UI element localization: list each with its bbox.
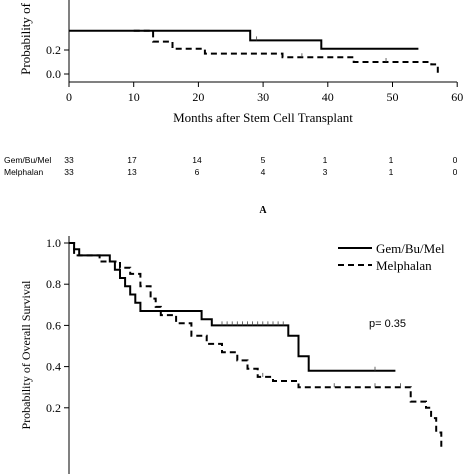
x-tick-label: 40	[322, 90, 334, 104]
panel-a-label: A	[259, 205, 267, 216]
x-tick-label: 30	[257, 90, 269, 104]
risk-value: 1	[389, 155, 394, 165]
series-line-gem-bu-mel	[69, 242, 396, 372]
x-tick-label: 60	[451, 90, 463, 104]
y-tick-label: 0.2	[46, 43, 61, 57]
risk-value: 14	[192, 155, 202, 165]
panel-b: Probability of Overall Survival 0.2 0.4 0.…	[19, 236, 445, 474]
risk-value: 33	[64, 167, 74, 177]
risk-value: 33	[64, 155, 74, 165]
panel-b-ylabel: Probability of Overall Survival	[19, 280, 33, 430]
risk-value: 6	[195, 167, 200, 177]
risk-row-label: Melphalan	[4, 167, 43, 177]
legend-label: Melphalan	[376, 258, 432, 273]
risk-value: 1	[323, 155, 328, 165]
panel-a: Probability of 0.00.2 0 10 20 30 40 50 60 Mont…	[4, 0, 463, 216]
y-tick-label: 0.0	[46, 67, 61, 81]
risk-value: 5	[261, 155, 266, 165]
series-line-melphalan	[69, 242, 443, 449]
y-tick-label: 0.2	[46, 401, 61, 415]
panel-b-legend: Gem/Bu/Mel Melphalan	[338, 241, 445, 273]
p-value-annotation: p= 0.35	[369, 318, 406, 330]
panel-a-ylabel: Probability of	[18, 2, 33, 75]
risk-value: 0	[453, 155, 458, 165]
risk-row-label: Gem/Bu/Mel	[4, 155, 51, 165]
y-tick-label: 0.4	[46, 360, 61, 374]
risk-value: 4	[261, 167, 266, 177]
x-tick-label: 20	[192, 90, 204, 104]
legend-label: Gem/Bu/Mel	[376, 241, 445, 256]
series-line-gem-bu-mel	[69, 29, 419, 50]
y-tick-label: 0.8	[46, 277, 61, 291]
x-tick-label: 10	[128, 90, 140, 104]
risk-value: 13	[127, 167, 137, 177]
risk-value: 0	[453, 167, 458, 177]
x-tick-label: 0	[66, 90, 72, 104]
y-tick-label: 1.0	[46, 236, 61, 250]
risk-value: 3	[323, 167, 328, 177]
y-tick-label: 0.6	[46, 318, 61, 332]
series-line-melphalan	[133, 29, 439, 74]
panel-a-xlabel: Months after Stem Cell Transplant	[173, 110, 353, 125]
risk-value: 1	[389, 167, 394, 177]
x-tick-label: 50	[387, 90, 399, 104]
risk-value: 17	[127, 155, 137, 165]
